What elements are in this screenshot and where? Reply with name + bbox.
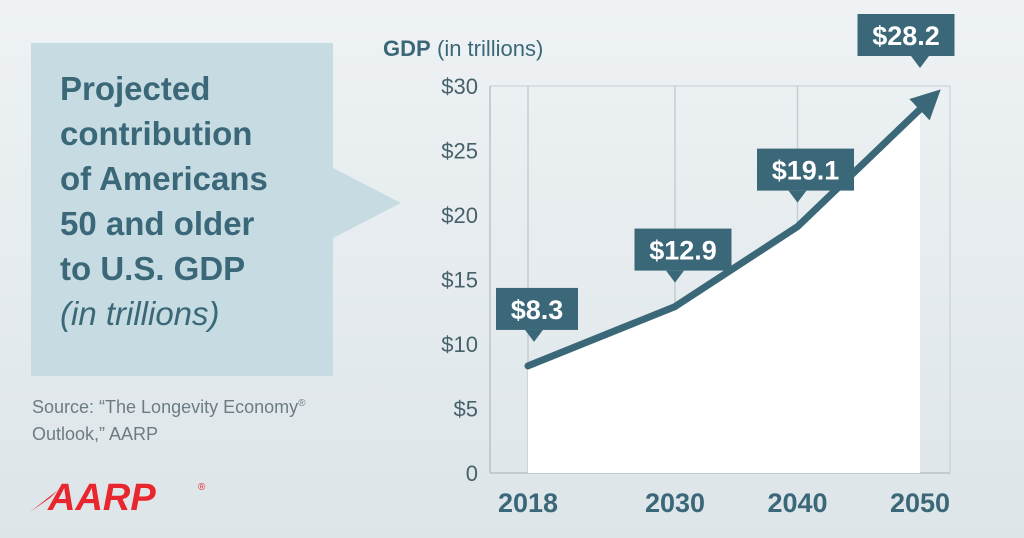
data-label-group: $8.3: [496, 287, 578, 342]
data-label-pointer: [788, 190, 807, 203]
data-label-pointer: [666, 270, 684, 283]
y-tick-label: $15: [441, 268, 478, 293]
data-label-pointer: [911, 56, 929, 68]
data-label: $12.9: [649, 236, 717, 266]
logo-text: AARP: [47, 477, 156, 519]
headline-italic-line: (in trillions): [60, 295, 220, 332]
source-reg-mark: ®: [298, 398, 306, 409]
series-line: [524, 89, 941, 370]
data-label-group: $28.2: [857, 14, 955, 68]
data-label-box: [634, 228, 732, 271]
headline-line-5: to U.S. GDP: [60, 250, 246, 287]
data-label-pointer: [525, 329, 543, 342]
y-axis-subtitle: (in trillions): [437, 36, 543, 61]
data-label-group: $12.9: [634, 228, 732, 283]
callout-box: [31, 43, 333, 376]
headline-line-2: contribution: [60, 115, 253, 152]
headline: Projected contribution of Americans 50 a…: [60, 66, 330, 336]
logo-swoosh: [30, 490, 58, 512]
logo-reg-mark: ®: [198, 482, 206, 493]
headline-line-3: of Americans: [60, 160, 268, 197]
headline-line-4: 50 and older: [60, 205, 255, 242]
headline-line-1: Projected: [60, 70, 211, 107]
callout-pointer: [333, 168, 401, 238]
data-label: $8.3: [511, 295, 564, 325]
data-label-box: [857, 14, 955, 56]
data-label-box: [496, 287, 578, 330]
source-line-2: Outlook,” AARP: [32, 424, 159, 444]
source-note: Source: “The Longevity Economy® Outlook,…: [32, 390, 362, 448]
area-fill: [528, 109, 920, 473]
data-label: $28.2: [872, 21, 940, 51]
y-tick-label: $20: [441, 203, 478, 228]
source-line-1: Source: “The Longevity Economy: [32, 397, 299, 417]
data-label: $19.1: [772, 156, 840, 186]
y-axis-title: GDP: [383, 36, 431, 61]
x-tick-label: 2050: [890, 488, 950, 518]
x-tick-label: 2040: [767, 488, 827, 518]
data-label-group: $19.1: [757, 148, 854, 203]
aarp-logo: AARP ®: [30, 477, 206, 519]
y-tick-label: $10: [441, 332, 478, 357]
y-tick-label: $5: [454, 397, 478, 422]
y-tick-label: $25: [441, 139, 478, 164]
x-tick-label: 2018: [498, 488, 558, 518]
x-tick-label: 2030: [645, 488, 705, 518]
y-tick-label: $30: [441, 74, 478, 99]
y-tick-label: 0: [466, 461, 478, 486]
data-label-box: [757, 148, 854, 191]
